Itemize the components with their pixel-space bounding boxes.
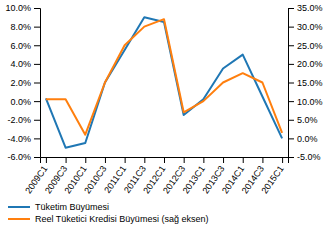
- y2-tick: 20.0%: [288, 59, 323, 69]
- tick-label: 2015C1: [259, 164, 285, 196]
- tick-label: 10.0%: [297, 97, 323, 107]
- tick-mark: [34, 157, 40, 158]
- tick-label: -5.0%: [297, 152, 321, 162]
- x-tick: 2015C1: [259, 157, 285, 195]
- tick-mark: [164, 157, 165, 163]
- series-line: [46, 19, 282, 134]
- tick-label: 8.0%: [10, 22, 31, 32]
- tick-mark: [34, 64, 40, 65]
- series-line: [46, 17, 282, 147]
- tick-mark: [288, 27, 294, 28]
- y2-axis: -5.0% 0.0% 5.0% 10.0% 15.0% 20.0% 25.0% 30.0% 35…: [288, 3, 323, 162]
- y2-tick: 10.0%: [288, 97, 323, 107]
- tick-label: -6.0%: [7, 152, 31, 162]
- y-tick: -6.0%: [7, 152, 40, 162]
- tick-mark: [105, 157, 106, 163]
- y-tick: 0.0%: [10, 97, 40, 107]
- tick-label: 20.0%: [297, 59, 323, 69]
- y2-tick: 15.0%: [288, 78, 323, 88]
- y2-tick: 30.0%: [288, 22, 323, 32]
- tick-mark: [66, 157, 67, 163]
- legend-swatch: [8, 218, 30, 220]
- tick-mark: [184, 157, 185, 163]
- axis-line: [289, 9, 295, 158]
- tick-label: 25.0%: [297, 41, 323, 51]
- y2-tick: 35.0%: [288, 3, 323, 13]
- tick-label: 5.0%: [297, 115, 318, 125]
- tick-mark: [34, 83, 40, 84]
- y-tick: 10.0%: [5, 3, 40, 13]
- tick-mark: [34, 8, 40, 9]
- tick-label: -4.0%: [7, 134, 31, 144]
- tick-mark: [46, 157, 47, 163]
- y-tick: 2.0%: [10, 78, 40, 88]
- y2-tick: -5.0%: [288, 152, 321, 162]
- tick-label: 0.0%: [297, 134, 318, 144]
- tick-mark: [288, 64, 294, 65]
- legend-item: Reel Tüketici Kredisi Büyümesi (sağ ekse…: [8, 214, 208, 224]
- y-tick: -2.0%: [7, 115, 40, 125]
- tick-mark: [223, 157, 224, 163]
- tick-mark: [34, 101, 40, 102]
- legend: Tüketim Büyümesi Reel Tüketici Kredisi Bü…: [8, 202, 208, 224]
- tick-mark: [288, 101, 294, 102]
- y-tick: 6.0%: [10, 41, 40, 51]
- tick-label: 35.0%: [297, 3, 323, 13]
- tick-mark: [144, 157, 145, 163]
- tick-mark: [282, 157, 283, 163]
- tick-mark: [34, 138, 40, 139]
- tick-label: 10.0%: [5, 3, 31, 13]
- tick-label: 2.0%: [10, 78, 31, 88]
- tick-mark: [288, 157, 294, 158]
- y2-tick: 0.0%: [288, 134, 318, 144]
- tick-mark: [203, 157, 204, 163]
- tick-mark: [288, 45, 294, 46]
- y-tick: -4.0%: [7, 134, 40, 144]
- tick-mark: [34, 27, 40, 28]
- tick-mark: [34, 45, 40, 46]
- tick-label: 0.0%: [10, 97, 31, 107]
- y2-tick: 25.0%: [288, 41, 323, 51]
- tick-label: -2.0%: [7, 115, 31, 125]
- legend-label: Tüketim Büyümesi: [35, 202, 109, 212]
- y-axis: -6.0% -4.0% -2.0% 0.0% 2.0% 4.0% 6.0% 8.0% 10.0%: [5, 3, 40, 162]
- legend-label: Reel Tüketici Kredisi Büyümesi (sağ ekse…: [35, 214, 208, 224]
- tick-mark: [288, 120, 294, 121]
- tick-mark: [34, 120, 40, 121]
- tick-label: 15.0%: [297, 78, 323, 88]
- y-tick: 4.0%: [10, 59, 40, 69]
- tick-label: 30.0%: [297, 22, 323, 32]
- chart: 2009C12009C32010C12010C32011C12011C32012…: [0, 0, 328, 229]
- y2-tick: 5.0%: [288, 115, 318, 125]
- x-axis: 2009C12009C32010C12010C32011C12011C32012…: [23, 157, 288, 195]
- tick-label: 6.0%: [10, 41, 31, 51]
- legend-item: Tüketim Büyümesi: [8, 202, 109, 212]
- axis-line: [34, 9, 41, 158]
- legend-swatch: [8, 206, 30, 208]
- tick-mark: [288, 83, 294, 84]
- tick-mark: [243, 157, 244, 163]
- tick-mark: [262, 157, 263, 163]
- tick-label: 4.0%: [10, 59, 31, 69]
- y-tick: 8.0%: [10, 22, 40, 32]
- tick-mark: [288, 138, 294, 139]
- tick-mark: [85, 157, 86, 163]
- axis-line: [41, 158, 289, 164]
- tick-mark: [288, 8, 294, 9]
- plot-area: [46, 17, 282, 147]
- tick-mark: [125, 157, 126, 163]
